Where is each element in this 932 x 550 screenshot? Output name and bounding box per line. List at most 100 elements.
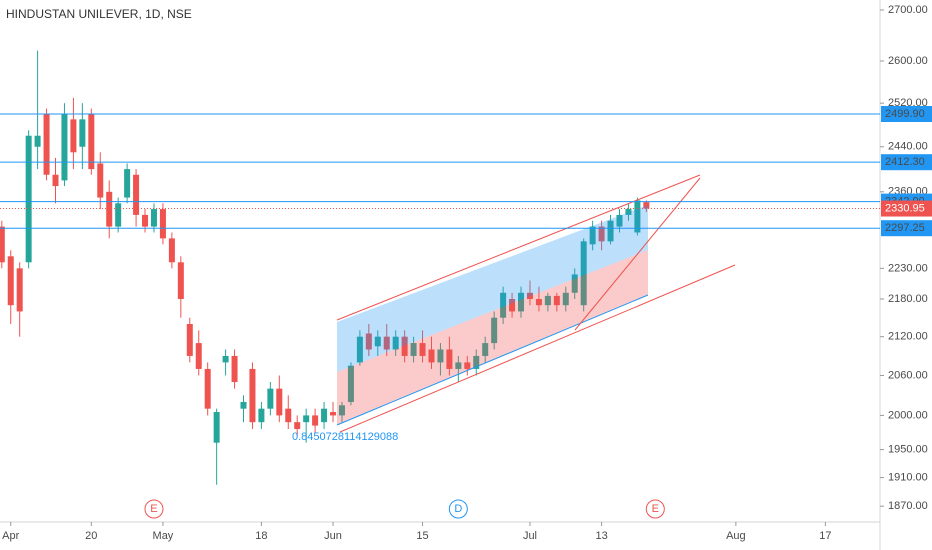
candle-body [643,202,650,209]
candle-body [34,135,41,147]
price-label: 2297.25 [885,222,925,234]
channel-lower-fill [337,250,648,425]
candle-body [106,191,113,227]
candle-body [303,415,310,423]
candle-body [580,241,587,306]
channel-line [336,294,649,426]
candle-body [168,238,175,263]
y-tick-label: 2600.00 [888,55,928,67]
candle-body [347,365,354,402]
price-label-box [881,220,932,237]
candle-body [142,214,149,227]
y-tick-label: 2230.00 [888,262,928,274]
candle-body [231,355,238,383]
candle-body [186,324,193,356]
candle-body [177,262,184,299]
candle-body [16,268,23,312]
x-tick-label: Jun [324,530,342,542]
candle-body [0,226,5,263]
candle-body [195,343,202,369]
candle-body [43,113,50,175]
x-tick-label: 13 [595,530,607,542]
price-label: 2330.95 [885,202,925,214]
candle-body [419,343,426,356]
y-tick-label: 1910.00 [888,472,928,484]
trend-line [574,177,701,331]
event-label: E [652,503,659,515]
candle-body [267,388,274,409]
candle-body [616,214,623,227]
candle-body [312,415,319,426]
candle-body [634,200,641,233]
candle-body [133,174,140,215]
candle-body [401,336,408,356]
y-tick-label: 1870.00 [888,500,928,512]
candle-body [150,209,157,227]
event-label: D [454,503,462,515]
candle-body [276,388,283,416]
candle-body [410,343,417,356]
channel-line [336,174,701,321]
candle-body [553,295,560,306]
candle-body [115,203,122,227]
candle-body [240,401,247,409]
candle-body [526,292,533,299]
candle-body [464,362,471,369]
y-tick-label: 2060.00 [888,369,928,381]
y-tick-label: 2000.00 [888,409,928,421]
x-tick-label: 17 [819,530,831,542]
event-label: E [150,503,157,515]
candle-body [222,355,229,363]
annotation: 0.8450728114129088 [292,431,398,443]
candle-body [482,343,489,356]
candle-body [473,355,480,369]
candle-body [392,336,399,350]
y-tick-label: 2700.00 [888,4,928,16]
event-marker [144,499,164,519]
candle-body [79,119,86,147]
candle-body [61,113,68,181]
y-tick-label: 2180.00 [888,293,928,305]
price-label-box [881,154,932,171]
candle-body [535,298,542,306]
y-tick-label: 2120.00 [888,331,928,343]
candle-body [356,336,363,363]
candle-body [70,119,77,153]
candle-body [97,163,104,198]
candle-body [589,226,596,245]
x-tick-label: May [153,530,174,542]
candle-body [88,113,95,170]
channel-line [339,264,736,433]
candle-body [383,336,390,350]
candle-body [25,135,32,263]
candle-body [52,174,59,187]
x-tick-label: 20 [85,530,97,542]
event-marker [645,499,665,519]
candle-body [491,317,498,344]
candle-body [124,169,131,198]
candle-body [562,292,569,306]
chart-title: HINDUSTAN UNILEVER, 1D, NSE [6,7,192,21]
candle-body [338,405,345,416]
candle-body [509,298,516,312]
candle-body [544,295,551,306]
candle-body [258,408,265,423]
price-label: 2412.30 [885,156,925,168]
candle-body [518,292,525,312]
candle-body [365,333,372,350]
channel-upper-fill [337,205,648,372]
candle-body [204,368,211,409]
candle-body [500,292,507,318]
candle-body [321,408,328,423]
drawings [336,174,736,433]
candle-body [455,362,462,369]
candle-body [249,368,256,423]
price-label-box [881,105,932,122]
candle-body [428,349,435,363]
candle-body [330,412,337,416]
candle-body [285,408,292,423]
candle-body [437,349,444,363]
candle-body [625,209,632,215]
x-tick-label: 15 [416,530,428,542]
